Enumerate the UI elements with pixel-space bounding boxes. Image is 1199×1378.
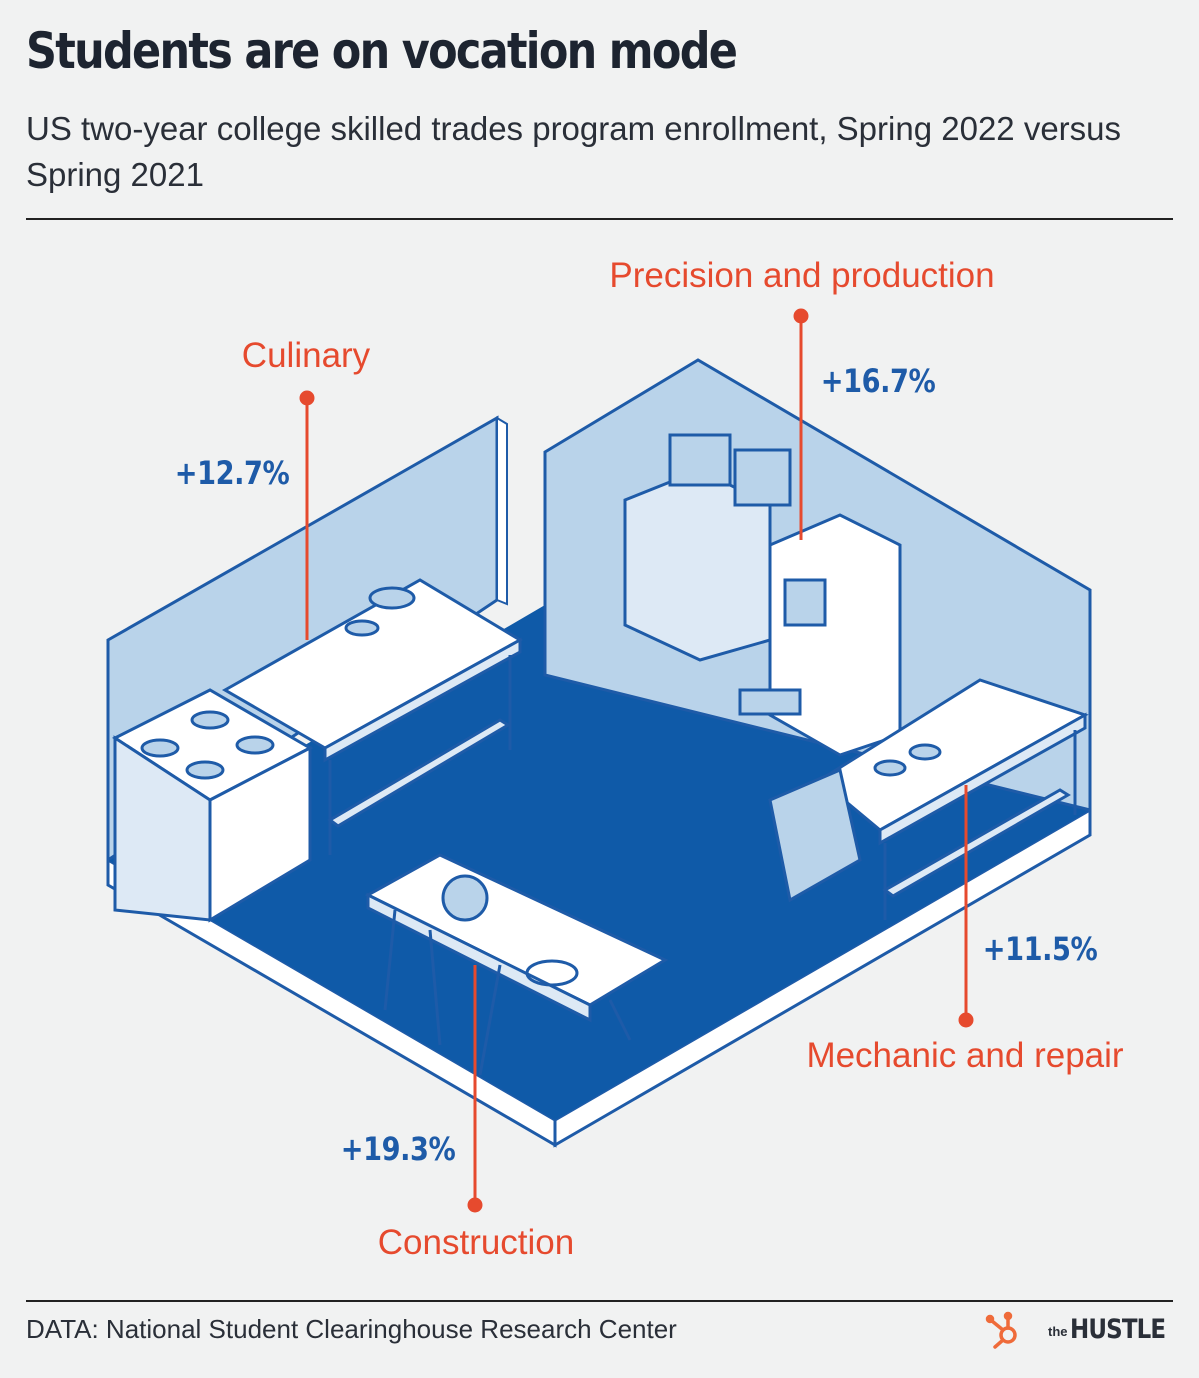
- brand-name-text: HUSTLE: [1069, 1314, 1166, 1345]
- mechanic-leader-dot: [958, 1012, 974, 1028]
- precision-leader-dot: [793, 308, 809, 324]
- top-divider: [26, 218, 1173, 220]
- left-wall-edge: [496, 416, 508, 606]
- mechanic-bench: [768, 678, 1089, 920]
- label-precision-and-production: Precision and production: [609, 256, 995, 295]
- hubspot-sprocket-icon: [985, 1311, 1017, 1349]
- culinary-table: [221, 578, 524, 855]
- label-culinary: Culinary: [241, 336, 371, 375]
- construction-table: [364, 853, 669, 1076]
- data-source: DATA: National Student Clearinghouse Res…: [26, 1314, 677, 1344]
- chart-title: Students are on vocation mode: [26, 22, 738, 80]
- value-mechanic-and-repair: +11.5%: [982, 930, 1098, 968]
- value-precision-and-production: +16.7%: [820, 362, 936, 400]
- leader-lines: [299, 308, 974, 1213]
- value-construction: +19.3%: [340, 1130, 456, 1168]
- label-construction: Construction: [377, 1223, 575, 1262]
- brand-small-text: the: [1048, 1324, 1068, 1339]
- label-mechanic-and-repair: Mechanic and repair: [806, 1036, 1124, 1075]
- stove: [112, 688, 314, 923]
- culinary-leader-dot: [299, 390, 315, 406]
- cnc-machine: [623, 433, 902, 757]
- bottom-divider: [26, 1300, 1173, 1302]
- brand-logo: theHUSTLE: [1048, 1314, 1182, 1345]
- chart-subtitle: US two-year college skilled trades progr…: [26, 110, 1122, 193]
- floor: [108, 452, 1090, 1120]
- construction-leader-dot: [467, 1197, 483, 1213]
- value-culinary: +12.7%: [174, 454, 290, 492]
